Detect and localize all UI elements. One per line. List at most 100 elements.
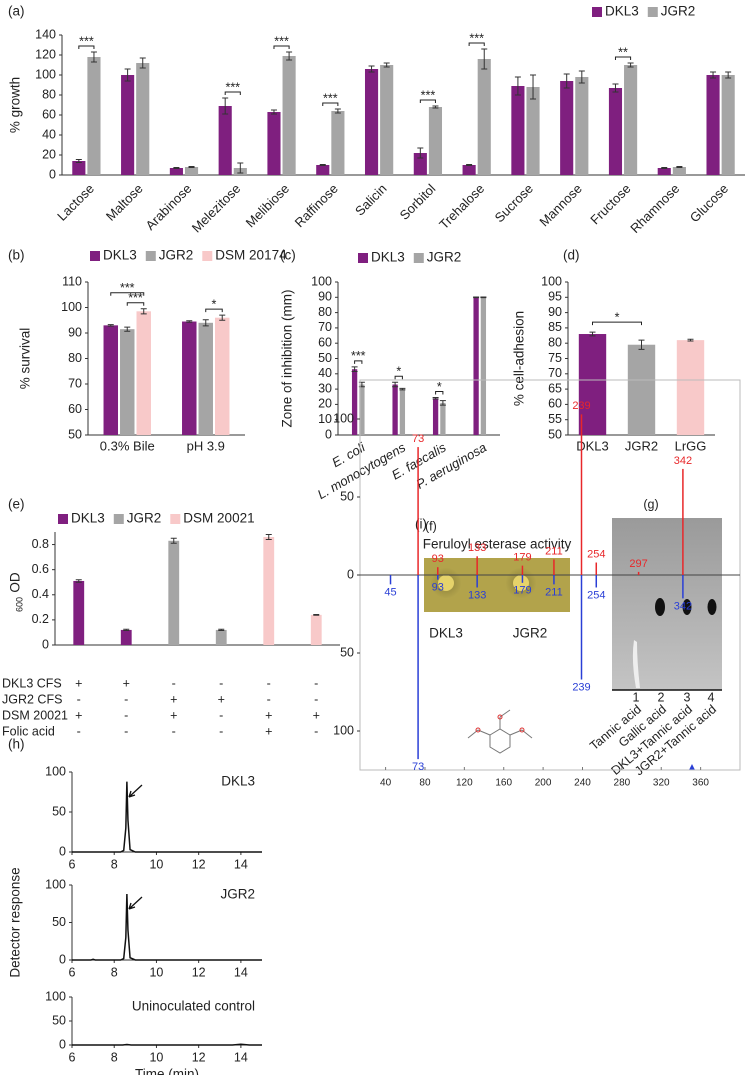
y-tick-label: 100 xyxy=(333,411,354,425)
x-tick-label: 8 xyxy=(111,965,118,979)
error-bar xyxy=(687,338,694,342)
trace-label: JGR2 xyxy=(220,887,255,902)
bar xyxy=(380,65,394,175)
trace-label: Uninoculated control xyxy=(132,999,255,1014)
error-bar xyxy=(188,166,195,168)
bar xyxy=(184,167,199,175)
tlc-image xyxy=(612,518,722,690)
y-tick-label: 65 xyxy=(548,381,562,395)
y-tick-label: 80 xyxy=(548,335,562,349)
table-cell: - xyxy=(314,676,318,690)
error-bar xyxy=(202,319,209,327)
trace-label: DKL3 xyxy=(221,774,255,789)
error-bar xyxy=(75,579,82,583)
x-tick-label: 10 xyxy=(149,857,163,871)
bar xyxy=(198,322,213,435)
bar xyxy=(182,321,197,435)
error-bar xyxy=(439,400,446,406)
significance-bracket xyxy=(419,99,436,103)
error-bar xyxy=(725,71,732,79)
x-tick-label: 0.3% Bile xyxy=(100,438,155,453)
significance-bracket xyxy=(592,321,642,326)
bar xyxy=(676,340,705,435)
x-tick-label: LrGG xyxy=(675,438,707,453)
line xyxy=(72,1043,262,1046)
spot xyxy=(632,640,640,688)
x-tick-label: 80 xyxy=(419,778,431,789)
error-bar xyxy=(219,314,226,321)
legend-label: DKL3 xyxy=(103,248,137,263)
y-tick-label: 80 xyxy=(42,87,56,101)
disc xyxy=(513,575,529,591)
peak-label: 297 xyxy=(629,558,647,570)
x-tick-label: 12 xyxy=(192,965,206,979)
y-tick-label: 90 xyxy=(318,290,332,304)
y-tick-label: 55 xyxy=(548,412,562,426)
x-tick-label: Rhamnose xyxy=(627,181,682,236)
lane-number: 4 xyxy=(708,690,715,704)
error-bar xyxy=(417,147,424,159)
y-tick-label: 50 xyxy=(52,1013,66,1027)
table-cell: - xyxy=(77,724,81,738)
error-bar xyxy=(432,105,439,109)
legend-swatch xyxy=(58,514,68,524)
spot xyxy=(682,599,692,615)
y-tick-label: 50 xyxy=(340,645,354,659)
significance-label: *** xyxy=(225,80,240,94)
error-bar xyxy=(638,339,645,350)
bar xyxy=(215,629,227,645)
legend-label: JGR2 xyxy=(661,4,696,19)
legend-label: DKL3 xyxy=(71,511,105,526)
x-tick-label: 8 xyxy=(111,1050,118,1064)
x-tick-label: Raffinose xyxy=(292,181,341,230)
x-tick-label: Melezitose xyxy=(189,181,244,236)
y-axis-label: % growth xyxy=(8,77,23,133)
table-cell: + xyxy=(170,708,177,722)
bar xyxy=(432,398,439,435)
bar xyxy=(392,384,398,435)
panel-label: (c) xyxy=(280,248,296,263)
x-tick-label: Sucrose xyxy=(492,181,536,225)
x-tick-label: 14 xyxy=(234,857,248,871)
bar xyxy=(267,112,281,175)
bar xyxy=(120,329,135,435)
bar xyxy=(331,111,345,175)
bar xyxy=(511,86,525,175)
table-cell: + xyxy=(75,708,82,722)
y-tick-label: 0.6 xyxy=(32,562,49,576)
error-bar xyxy=(75,159,82,163)
line xyxy=(72,893,262,961)
y-tick-label: 30 xyxy=(318,381,332,395)
significance-bracket xyxy=(110,292,145,296)
legend-swatch xyxy=(202,251,213,261)
y-tick-label: 100 xyxy=(45,989,66,1003)
y-tick-label: 80 xyxy=(68,351,82,365)
error-bar xyxy=(107,324,114,327)
table-cell: - xyxy=(267,692,271,706)
error-bar xyxy=(170,537,177,544)
peak-label: 93 xyxy=(432,582,444,594)
significance-label: *** xyxy=(128,291,143,305)
panel-label: (a) xyxy=(8,4,25,19)
table-row-label: Folic acid xyxy=(2,724,55,738)
error-bar xyxy=(563,73,570,89)
significance-bracket xyxy=(78,45,95,49)
y-tick-label: 60 xyxy=(68,402,82,416)
legend-label: JGR2 xyxy=(159,248,194,263)
bar xyxy=(359,384,365,435)
significance-label: * xyxy=(396,365,401,379)
bar xyxy=(282,56,296,175)
significance-label: *** xyxy=(469,31,484,45)
image-title: Feruloyl esterase activity xyxy=(423,537,572,552)
error-bar xyxy=(237,162,244,174)
bar xyxy=(575,77,589,175)
y-tick-label: 60 xyxy=(42,107,56,121)
y-tick-label: 0 xyxy=(49,167,56,181)
error-bar xyxy=(661,167,668,169)
bar xyxy=(87,57,101,175)
significance-bracket xyxy=(205,308,223,313)
significance-label: * xyxy=(615,310,620,324)
error-bar xyxy=(140,308,147,315)
significance-label: *** xyxy=(79,34,94,48)
y-tick-label: 0.2 xyxy=(32,612,49,626)
